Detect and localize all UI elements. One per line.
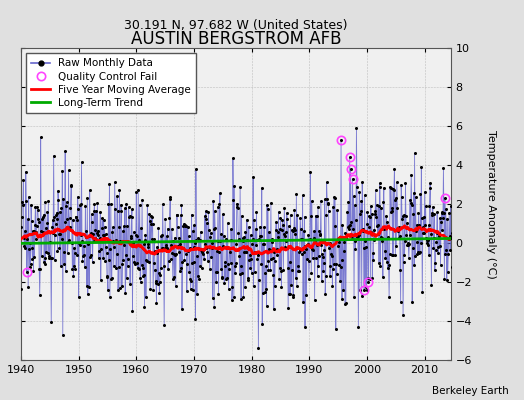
Legend: Raw Monthly Data, Quality Control Fail, Five Year Moving Average, Long-Term Tren: Raw Monthly Data, Quality Control Fail, … xyxy=(26,53,196,113)
Text: Berkeley Earth: Berkeley Earth xyxy=(432,386,508,396)
Text: 30.191 N, 97.682 W (United States): 30.191 N, 97.682 W (United States) xyxy=(124,19,347,32)
Y-axis label: Temperature Anomaly (°C): Temperature Anomaly (°C) xyxy=(486,130,496,278)
Title: AUSTIN BERGSTROM AFB: AUSTIN BERGSTROM AFB xyxy=(130,30,341,48)
